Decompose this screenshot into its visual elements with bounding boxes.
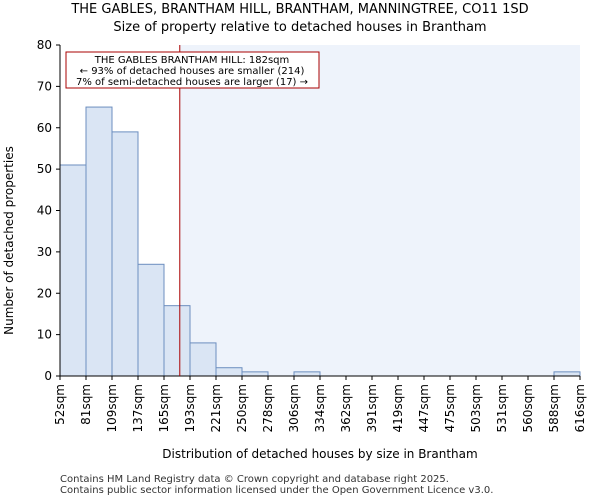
x-axis-title: Distribution of detached houses by size … — [162, 447, 477, 461]
annotation-text: THE GABLES BRANTHAM HILL: 182sqm ← 93% of… — [76, 55, 308, 88]
footer-line-1: Contains HM Land Registry data © Crown c… — [60, 474, 449, 485]
annotation-line: THE GABLES BRANTHAM HILL: 182sqm — [94, 55, 290, 66]
x-tick-label: 475sqm — [443, 384, 457, 432]
x-tick-label: 81sqm — [79, 384, 93, 425]
histogram-bar — [111, 131, 139, 377]
x-tick-label: 391sqm — [365, 384, 379, 432]
y-tick-label: 50 — [37, 162, 52, 176]
chart-subtitle: Size of property relative to detached ho… — [113, 20, 487, 35]
histogram-bar — [85, 106, 113, 377]
histogram-bar — [553, 371, 581, 377]
x-tick-label: 588sqm — [547, 384, 561, 432]
histogram-bar — [137, 263, 165, 377]
x-tick-label: 560sqm — [521, 384, 535, 432]
y-tick-label: 10 — [37, 328, 52, 342]
x-tick-label: 616sqm — [573, 384, 587, 432]
y-tick-label: 30 — [37, 245, 52, 259]
x-tick-label: 193sqm — [183, 384, 197, 432]
annotation-box — [65, 51, 320, 89]
histogram-bar — [189, 342, 217, 377]
x-tick-label: 503sqm — [469, 384, 483, 432]
x-tick-label: 165sqm — [157, 384, 171, 432]
y-tick-label: 60 — [37, 121, 52, 135]
larger-region-shade — [179, 45, 581, 376]
x-tick-label: 250sqm — [235, 384, 249, 432]
y-axis-title: Number of detached properties — [2, 146, 16, 335]
x-tick-label: 306sqm — [287, 384, 301, 432]
x-tick-label: 278sqm — [261, 384, 275, 432]
annotation-line: 7% of semi-detached houses are larger (1… — [76, 77, 308, 88]
annotation-line: ← 93% of detached houses are smaller (21… — [80, 66, 305, 77]
histogram-bar — [163, 305, 191, 377]
x-tick-label: 137sqm — [131, 384, 145, 432]
x-tick-label: 221sqm — [209, 384, 223, 432]
y-tick-label: 20 — [37, 286, 52, 300]
chart-title: THE GABLES, BRANTHAM HILL, BRANTHAM, MAN… — [71, 2, 529, 17]
x-tick-label: 447sqm — [417, 384, 431, 432]
y-tick-label: 0 — [44, 369, 52, 383]
histogram-bar — [241, 371, 269, 377]
footer-line-2: Contains public sector information licen… — [60, 485, 494, 496]
x-tick-label: 362sqm — [339, 384, 353, 432]
x-tick-label: 531sqm — [495, 384, 509, 432]
histogram-bar — [293, 371, 321, 377]
y-tick-label: 70 — [37, 79, 52, 93]
y-tick-label: 40 — [37, 204, 52, 218]
x-tick-label: 52sqm — [53, 384, 67, 425]
x-tick-label: 419sqm — [391, 384, 405, 432]
x-tick-label: 334sqm — [313, 384, 327, 432]
histogram-bar — [59, 164, 87, 377]
y-tick-label: 80 — [37, 38, 52, 52]
histogram-bar — [215, 367, 243, 377]
x-tick-label: 109sqm — [105, 384, 119, 432]
